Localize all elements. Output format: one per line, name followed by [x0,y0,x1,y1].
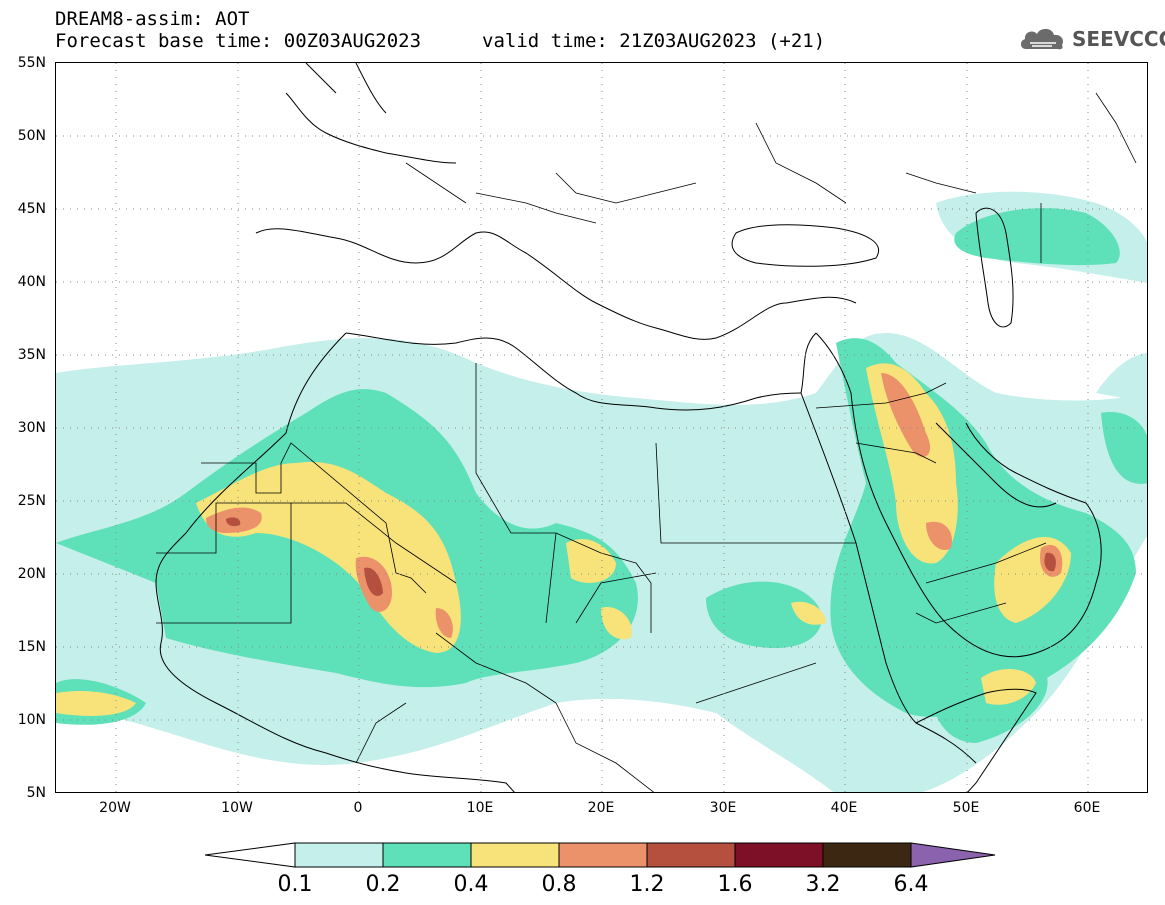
colorbar-label: 0.1 [277,872,313,897]
lon-label: 30E [709,800,737,816]
lon-label: 40E [830,800,858,816]
lat-label: 5N [26,785,46,801]
colorbar-label: 1.6 [717,872,753,897]
lat-label: 45N [17,201,46,217]
lon-label: 20E [587,800,615,816]
logo-text: SEEVCCC [1072,27,1165,51]
lat-label: 10N [17,712,46,728]
colorbar-label: 6.4 [893,872,929,897]
colorbar-swatch [822,842,912,868]
lat-label: 55N [17,55,46,71]
colorbar-label: 0.2 [365,872,401,897]
colorbar-swatch [734,842,824,868]
seevccc-logo: SEEVCCC [1018,24,1165,54]
forecast-base-time: Forecast base time: 00Z03AUG2023 [55,30,422,52]
colorbar-under-arrow [205,842,296,868]
lon-label: 0 [353,800,363,816]
lat-label: 20N [17,566,46,582]
colorbar-swatch [470,842,560,868]
lat-label: 15N [17,639,46,655]
graticule [56,63,1147,792]
map-coastlines [155,63,1102,792]
lat-label: 35N [17,347,46,363]
colorbar-swatch [558,842,648,868]
lon-label: 50E [952,800,980,816]
colorbar-label: 3.2 [805,872,841,897]
lat-label: 40N [17,274,46,290]
lat-label: 25N [17,493,46,509]
colorbar-label: 0.8 [541,872,577,897]
colorbar-swatch [646,842,736,868]
map-canvas [56,63,1147,792]
valid-time: valid time: 21Z03AUG2023 (+21) [482,30,826,52]
lon-label: 10E [466,800,494,816]
lat-label: 50N [17,128,46,144]
lon-label: 60E [1073,800,1101,816]
colorbar-swatch [294,842,384,868]
chart-title: DREAM8-assim: AOT [55,8,250,30]
colorbar-over-arrow [910,842,996,868]
colorbar-label: 1.2 [629,872,665,897]
colorbar-swatch [382,842,472,868]
aot-map [55,62,1148,793]
lon-label: 10W [221,800,253,816]
aot-layer-high [56,363,1071,716]
cloud-logo-icon [1020,28,1064,50]
map-borders [156,92,1137,792]
colorbar-label: 0.4 [453,872,489,897]
lon-label: 20W [99,800,131,816]
colorbar [205,842,996,868]
aot-layer-extreme [226,517,1056,596]
lat-label: 30N [17,420,46,436]
